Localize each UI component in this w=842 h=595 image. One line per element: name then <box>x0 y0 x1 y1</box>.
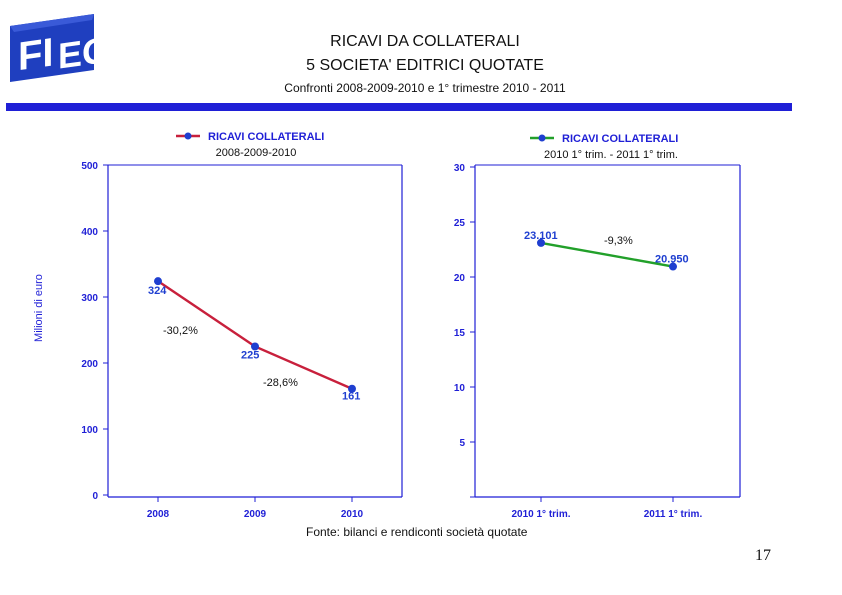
data-label: 20.950 <box>655 254 689 266</box>
y-tick-label: 25 <box>454 218 466 229</box>
data-label: 324 <box>148 285 167 297</box>
change-annotation: -9,3% <box>604 235 633 247</box>
y-tick-label: 300 <box>81 293 98 304</box>
data-label: 225 <box>241 350 259 362</box>
data-point <box>251 342 259 351</box>
page-title: RICAVI DA COLLATERALI <box>330 33 520 50</box>
header-divider-bar <box>6 103 792 111</box>
x-tick-label: 2010 1° trim. <box>511 509 570 520</box>
fieg-logo: FI EG <box>10 14 98 82</box>
legend-marker <box>184 132 192 140</box>
y-tick-label: 30 <box>454 163 466 174</box>
page-title-line2: 5 SOCIETA' EDITRICI QUOTATE <box>306 57 544 74</box>
data-label: 161 <box>342 391 360 403</box>
data-point <box>669 262 677 271</box>
y-tick-label: 5 <box>459 438 465 449</box>
change-annotation: -28,6% <box>263 377 298 389</box>
series-line <box>540 241 674 268</box>
y-tick-label: 200 <box>81 359 98 370</box>
data-point <box>537 238 545 247</box>
legend-label: RICAVI COLLATERALI <box>562 133 678 145</box>
y-tick-label: 15 <box>454 328 466 339</box>
y-tick-label: 100 <box>81 425 98 436</box>
legend-marker <box>538 134 546 142</box>
x-tick-label: 2008 <box>147 509 170 520</box>
y-tick-label: 500 <box>81 161 98 172</box>
y-tick-label: 400 <box>81 227 98 238</box>
data-point <box>154 277 162 286</box>
x-tick-label: 2009 <box>244 509 267 520</box>
y-tick-label: 0 <box>92 491 98 502</box>
source-note: Fonte: bilanci e rendiconti società quot… <box>306 525 528 539</box>
y-tick-label: 20 <box>454 273 466 284</box>
y-axis-label: Milioni di euro <box>33 274 45 342</box>
change-annotation: -30,2% <box>163 325 198 337</box>
svg-text:FI: FI <box>18 29 54 79</box>
data-label: 23.101 <box>524 230 558 242</box>
page-subtitle: Confronti 2008-2009-2010 e 1° trimestre … <box>284 81 566 95</box>
page-number: 17 <box>755 547 771 564</box>
data-point <box>348 384 356 393</box>
chart-subtitle: 2010 1° trim. - 2011 1° trim. <box>544 149 678 161</box>
svg-text:EG: EG <box>58 29 98 77</box>
x-tick-label: 2011 1° trim. <box>644 509 703 520</box>
legend-label: RICAVI COLLATERALI <box>208 131 324 143</box>
chart-subtitle: 2008-2009-2010 <box>216 147 297 159</box>
y-tick-label: 10 <box>454 383 466 394</box>
x-tick-label: 2010 <box>341 509 364 520</box>
